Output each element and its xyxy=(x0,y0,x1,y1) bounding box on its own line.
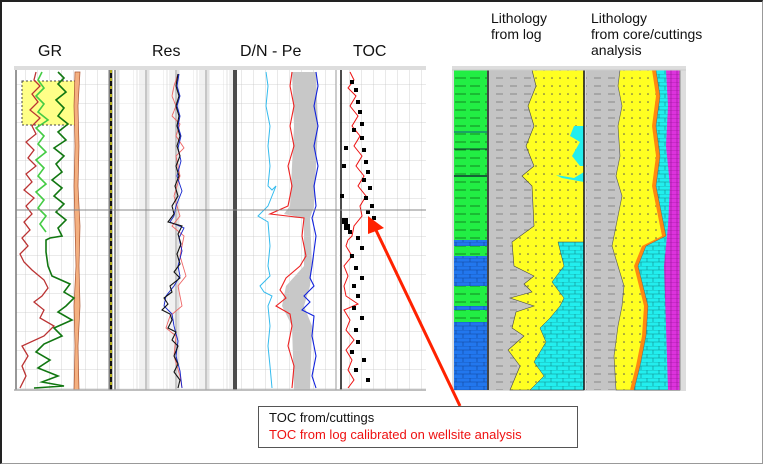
gr-highlight-box xyxy=(21,80,78,126)
lithology-log-column xyxy=(489,69,585,391)
header-lithology-core: Lithology from core/cuttings analysis xyxy=(591,10,702,58)
log-panel xyxy=(14,66,426,391)
lithology-panel xyxy=(452,66,686,391)
header-lithology-core-line1: Lithology xyxy=(591,10,648,26)
toc-track xyxy=(339,70,426,390)
toc-log-curve xyxy=(343,71,367,389)
dn-pe-track xyxy=(235,70,337,390)
legend-toc-log: TOC from log calibrated on wellsite anal… xyxy=(269,427,522,442)
annotation-arrow xyxy=(368,216,462,407)
header-toc: TOC xyxy=(353,43,387,60)
arrow-head-icon xyxy=(368,216,384,234)
legend-box: TOC from/cuttings TOC from log calibrate… xyxy=(258,406,578,448)
header-lithology-log-line2: from log xyxy=(491,26,542,42)
header-dn-pe: D/N - Pe xyxy=(240,43,302,60)
header-lithology-log-line1: Lithology xyxy=(491,10,548,26)
res-track xyxy=(116,70,235,390)
header-lithology-core-line3: analysis xyxy=(591,42,642,58)
toc-cuttings-points xyxy=(340,80,376,382)
zone-column xyxy=(454,70,489,390)
legend-toc-cuttings: TOC from/cuttings xyxy=(269,410,375,425)
header-lithology-core-line2: from core/cuttings xyxy=(591,26,703,42)
header-gr: GR xyxy=(38,43,62,60)
gr-track xyxy=(15,70,110,391)
header-lithology-log: Lithology from log xyxy=(491,10,547,42)
header-res: Res xyxy=(152,43,181,60)
lithology-core-column xyxy=(586,69,681,391)
